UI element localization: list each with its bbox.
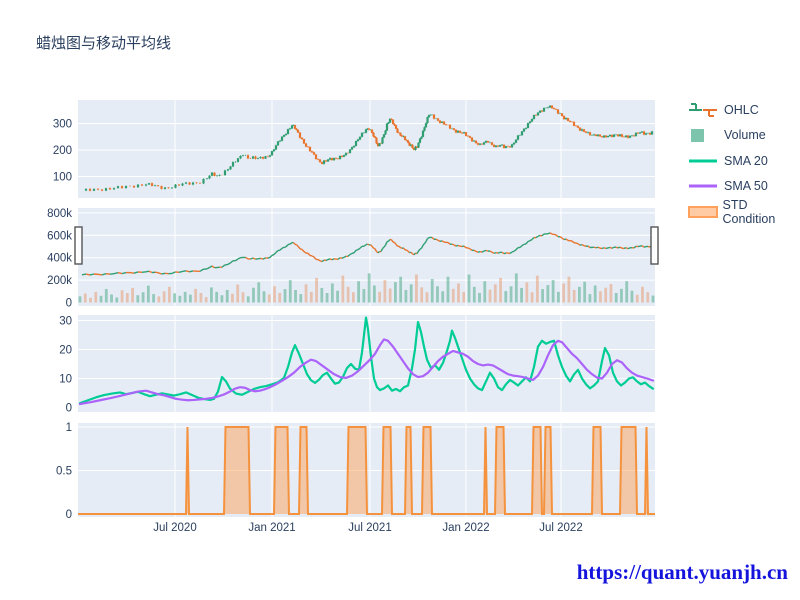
- legend-label: OHLC: [724, 102, 759, 117]
- x-axis-tick-label: Jul 2021: [348, 522, 391, 534]
- legend-item-ohlc[interactable]: OHLC: [688, 97, 800, 123]
- legend-item-volume[interactable]: Volume: [688, 123, 800, 149]
- volume-ytick: 400k: [47, 253, 72, 265]
- rangeslider-left-handle[interactable]: [74, 226, 83, 265]
- sma-20-line: [78, 316, 655, 405]
- sma-ytick: 20: [59, 345, 72, 357]
- volume-plot-area[interactable]: [78, 208, 655, 306]
- x-axis-tick-label: Jul 2020: [153, 522, 196, 534]
- volume-ytick: 0: [66, 298, 72, 310]
- volume-ytick: 800k: [47, 208, 72, 220]
- x-axis-tick-label: Jan 2021: [248, 522, 295, 534]
- legend-item-std-condition[interactable]: STD Condition: [688, 197, 800, 226]
- page-title: 蜡烛图与移动平均线: [36, 35, 172, 52]
- legend-label: Volume: [724, 128, 766, 143]
- std-condition-line: [78, 426, 655, 515]
- rangeslider-right-handle[interactable]: [650, 226, 659, 265]
- price-ytick: 300: [53, 119, 72, 131]
- volume-series: [78, 273, 655, 303]
- legend-item-sma-50[interactable]: SMA 50: [688, 174, 800, 200]
- std-ytick: 0: [66, 509, 72, 521]
- line-swatch-icon: [688, 153, 720, 169]
- ohlc-series: [84, 105, 654, 192]
- legend: OHLC Volume SMA 20 SMA 50 STD Condition: [688, 97, 800, 226]
- sma-ytick: 30: [59, 316, 72, 328]
- legend-item-sma-20[interactable]: SMA 20: [688, 148, 800, 174]
- volume-ytick: 600k: [47, 230, 72, 242]
- price-plot-area[interactable]: [78, 100, 655, 198]
- x-axis-tick-label: Jan 2022: [442, 522, 489, 534]
- std-ytick: 1: [66, 422, 72, 434]
- watermark-link[interactable]: https://quant.yuanjh.cn: [576, 560, 788, 584]
- legend-label: SMA 20: [724, 153, 768, 168]
- price-ytick: 100: [53, 172, 72, 184]
- legend-label: SMA 50: [724, 179, 768, 194]
- price-ytick: 200: [53, 145, 72, 157]
- x-axis-tick-label: Jul 2022: [539, 522, 582, 534]
- sma-ytick: 0: [66, 403, 72, 415]
- line-swatch-icon: [688, 178, 720, 194]
- volume-ytick: 200k: [47, 275, 72, 287]
- sma-50-line: [78, 338, 655, 406]
- rangeslider-mini-series: [81, 232, 653, 276]
- sma-ytick: 10: [59, 374, 72, 386]
- volume-swatch-icon: [688, 127, 720, 143]
- std-ytick: 0.5: [56, 466, 72, 478]
- ohlc-glyph-icon: [688, 102, 720, 118]
- legend-label: STD Condition: [722, 197, 776, 226]
- band-swatch-icon: [688, 204, 719, 220]
